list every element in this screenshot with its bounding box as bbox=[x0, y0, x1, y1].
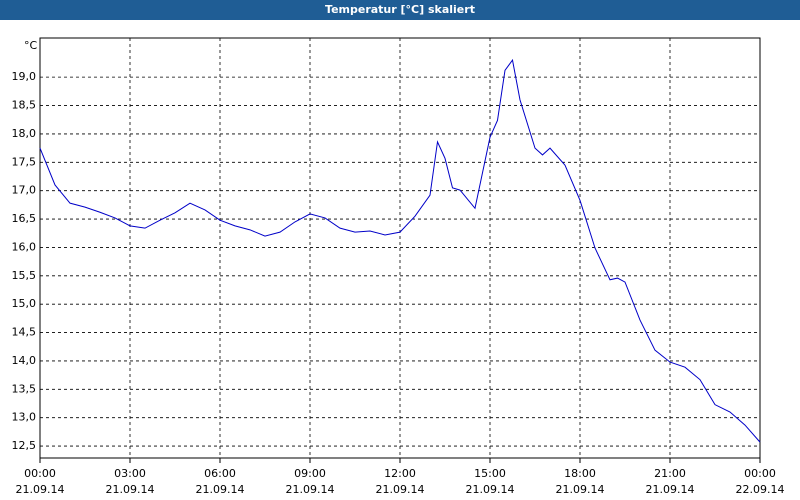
x-tick-date: 21.09.14 bbox=[106, 483, 155, 496]
x-tick-date: 21.09.14 bbox=[556, 483, 605, 496]
y-tick-label: 12,5 bbox=[12, 439, 37, 452]
y-tick-label: 15,5 bbox=[12, 269, 37, 282]
x-tick-label: 21:00 bbox=[654, 467, 686, 480]
x-tick-label: 06:00 bbox=[204, 467, 236, 480]
y-tick-label: 17,0 bbox=[12, 184, 37, 197]
y-tick-label: 18,5 bbox=[12, 99, 37, 112]
x-tick-date: 21.09.14 bbox=[196, 483, 245, 496]
y-tick-label: 13,0 bbox=[12, 411, 37, 424]
y-tick-label: 17,5 bbox=[12, 155, 37, 168]
x-tick-date: 22.09.14 bbox=[736, 483, 785, 496]
x-tick-date: 21.09.14 bbox=[16, 483, 65, 496]
chart-title: Temperatur [°C] skaliert bbox=[0, 0, 800, 20]
x-tick-date: 21.09.14 bbox=[646, 483, 695, 496]
x-tick-label: 12:00 bbox=[384, 467, 416, 480]
chart: °C 12,5 13,0 13,5 14,0 14,5 15,0 15,5 16,0 16,5 1… bbox=[12, 37, 785, 496]
y-tick-label: 15,0 bbox=[12, 297, 37, 310]
y-tick-label: 18,0 bbox=[12, 127, 37, 140]
y-unit: °C bbox=[24, 39, 38, 52]
y-tick-label: 19,0 bbox=[12, 70, 37, 83]
x-tick-label: 00:00 bbox=[24, 467, 56, 480]
x-tick-date: 21.09.14 bbox=[466, 483, 515, 496]
x-tick-label: 18:00 bbox=[564, 467, 596, 480]
x-tick-label: 09:00 bbox=[294, 467, 326, 480]
x-tick-label: 03:00 bbox=[114, 467, 146, 480]
x-tick-label: 15:00 bbox=[474, 467, 506, 480]
y-tick-label: 14,0 bbox=[12, 354, 37, 367]
x-tick-date: 21.09.14 bbox=[376, 483, 425, 496]
y-tick-label: 14,5 bbox=[12, 326, 37, 339]
y-tick-label: 16,5 bbox=[12, 212, 37, 225]
x-tick-label: 00:00 bbox=[744, 467, 776, 480]
y-tick-label: 13,5 bbox=[12, 382, 37, 395]
y-tick-label: 16,0 bbox=[12, 240, 37, 253]
line bbox=[39, 58, 761, 443]
x-tick-date: 21.09.14 bbox=[286, 483, 335, 496]
